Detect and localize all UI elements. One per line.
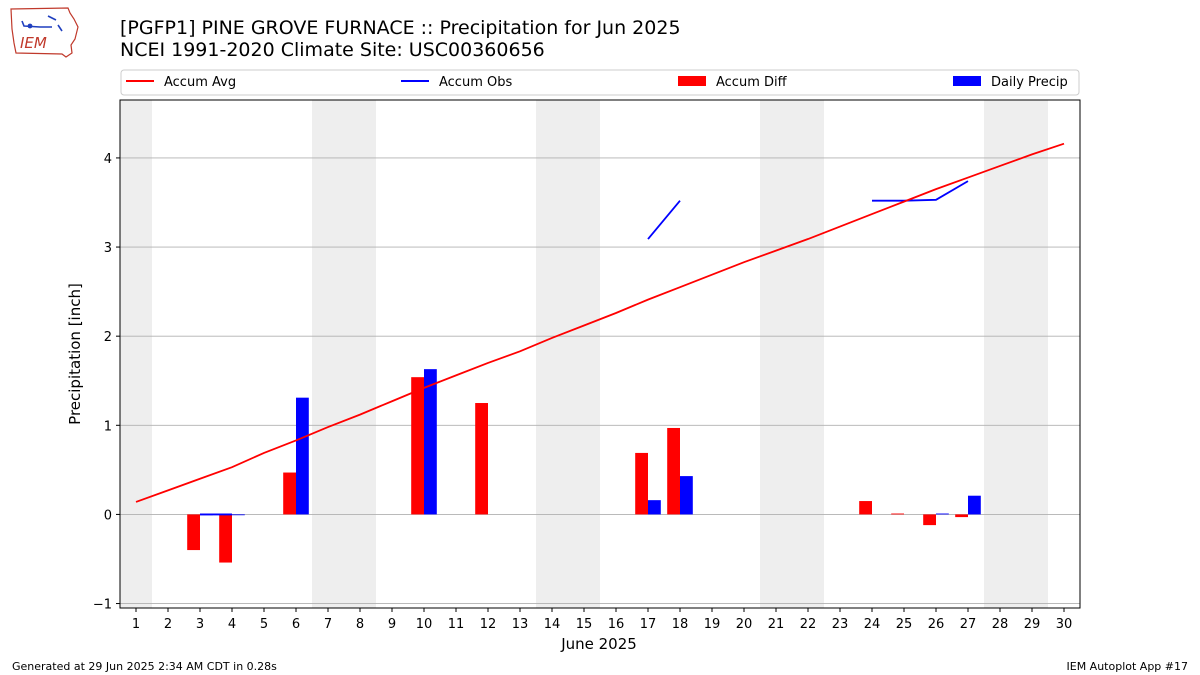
x-tick-label-24: 24 [864, 617, 881, 632]
daily-precip-bar-day-27 [968, 495, 981, 515]
x-tick-label-21: 21 [768, 617, 785, 632]
legend: Accum Avg Accum Obs Accum Diff Daily Precip [120, 69, 1080, 96]
x-tick-label-16: 16 [608, 617, 625, 632]
x-tick-label-15: 15 [576, 617, 593, 632]
x-tick-label-23: 23 [832, 617, 849, 632]
logo-station-dot [27, 23, 33, 29]
accum-avg-line [135, 142, 1065, 503]
x-tick-label-3: 3 [196, 617, 204, 632]
accum-diff-bar-day-6 [283, 472, 296, 515]
y-axis-label: Precipitation [inch] [66, 283, 84, 425]
x-tick-label-30: 30 [1056, 617, 1073, 632]
y-axis: −1 0 1 2 3 4 [93, 152, 120, 613]
daily-precip-bar-day-17 [648, 500, 661, 515]
x-tick-label-12: 12 [480, 617, 497, 632]
x-tick-label-18: 18 [672, 617, 689, 632]
accum-diff-bar-day-26 [923, 514, 936, 526]
accum-diff-bar-day-25 [891, 513, 904, 515]
weekend-shade-15 [568, 100, 600, 608]
x-tick-label-29: 29 [1024, 617, 1041, 632]
accum-diff-bar-day-10 [411, 377, 424, 515]
daily-precip-bar-day-4 [232, 514, 245, 516]
x-axis: 1 2 3 4 5 6 7 8 9 10 11 12 13 14 15 16 17 18 19 20 21 22 23 24 2… [132, 608, 1072, 632]
weekend-shade-21 [760, 100, 792, 608]
weekend-shading [120, 100, 1048, 608]
x-tick-label-13: 13 [512, 617, 529, 632]
daily-precip-bar-day-10 [424, 369, 437, 515]
chart-title: [PGFP1] PINE GROVE FURNACE :: Precipitat… [120, 17, 681, 39]
x-tick-label-26: 26 [928, 617, 945, 632]
x-tick-label-22: 22 [800, 617, 817, 632]
x-tick-label-11: 11 [448, 617, 465, 632]
accum-diff-bar-day-4 [219, 514, 232, 563]
accum-diff-bar-day-18 [667, 427, 680, 515]
y-tick-label-0: 0 [104, 508, 112, 523]
bars [187, 369, 981, 563]
accum-diff-bar-day-3 [187, 514, 200, 551]
y-tick-label-1: 1 [104, 419, 112, 434]
weekend-shade-7 [312, 100, 344, 608]
autoplot-app-label: IEM Autoplot App #17 [1066, 660, 1189, 673]
grid-lines [120, 157, 1080, 604]
x-tick-label-19: 19 [704, 617, 721, 632]
accum-obs-line-2 [872, 180, 969, 202]
y-tick-label-3: 3 [104, 241, 112, 256]
x-tick-label-7: 7 [324, 617, 332, 632]
x-tick-label-28: 28 [992, 617, 1009, 632]
title-block: [PGFP1] PINE GROVE FURNACE :: Precipitat… [120, 17, 681, 61]
accum-diff-bar-day-24 [859, 501, 872, 515]
x-tick-label-17: 17 [640, 617, 657, 632]
accum-diff-bar-day-12 [475, 403, 488, 515]
legend-label-accum_avg: Accum Avg [164, 75, 236, 90]
x-tick-label-6: 6 [292, 617, 300, 632]
weekend-shade-22 [792, 100, 824, 608]
x-tick-label-1: 1 [132, 617, 140, 632]
x-tick-label-20: 20 [736, 617, 753, 632]
legend-swatch-accum_diff [678, 76, 706, 86]
weekend-shade-29 [1016, 100, 1048, 608]
weekend-shade-28 [984, 100, 1016, 608]
x-axis-label: June 2025 [560, 635, 637, 653]
legend-swatch-daily_precip [953, 76, 981, 86]
x-tick-label-14: 14 [544, 617, 561, 632]
x-tick-label-5: 5 [260, 617, 268, 632]
lines [135, 142, 1065, 516]
weekend-shade-1 [120, 100, 152, 608]
accum-obs-line-1 [647, 200, 681, 240]
logo-text: IEM [20, 34, 47, 52]
y-tick-label--1: −1 [93, 598, 112, 613]
legend-label-accum_diff: Accum Diff [716, 75, 788, 90]
daily-precip-bar-day-26 [936, 513, 949, 515]
x-tick-label-2: 2 [164, 617, 172, 632]
iem-logo: IEM [10, 7, 79, 58]
y-tick-label-4: 4 [104, 152, 112, 167]
generated-timestamp: Generated at 29 Jun 2025 2:34 AM CDT in … [12, 660, 277, 673]
plot-frame [119, 99, 1081, 609]
daily-precip-bar-day-18 [680, 476, 693, 515]
weekend-shade-14 [536, 100, 568, 608]
accum-diff-bar-day-27 [955, 514, 968, 518]
legend-label-daily_precip: Daily Precip [991, 75, 1068, 90]
x-tick-label-9: 9 [388, 617, 396, 632]
accum-diff-bar-day-17 [635, 452, 648, 515]
y-tick-label-2: 2 [104, 330, 112, 345]
legend-box [120, 69, 1080, 96]
daily-precip-bar-day-6 [296, 397, 309, 515]
x-tick-label-25: 25 [896, 617, 913, 632]
x-tick-label-27: 27 [960, 617, 977, 632]
x-tick-label-4: 4 [228, 617, 236, 632]
chart-subtitle: NCEI 1991-2020 Climate Site: USC00360656 [120, 39, 545, 61]
legend-label-accum_obs: Accum Obs [439, 75, 512, 90]
x-tick-label-8: 8 [356, 617, 364, 632]
x-tick-label-10: 10 [416, 617, 433, 632]
weekend-shade-8 [344, 100, 376, 608]
logo-state-outline [10, 7, 79, 58]
